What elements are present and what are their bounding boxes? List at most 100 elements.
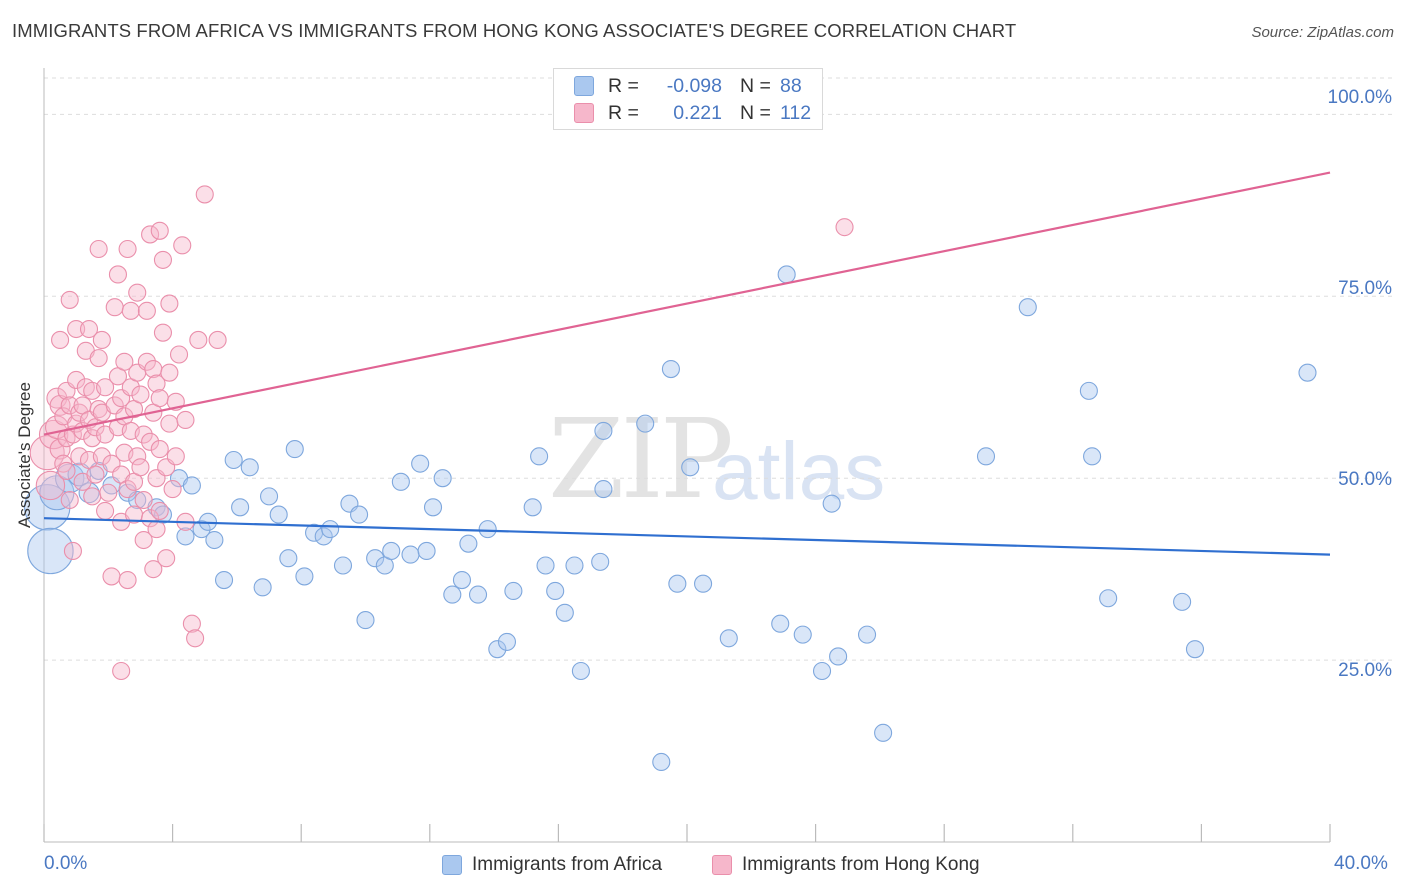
- point-africa: [468, 585, 488, 604]
- point-hongkong: [195, 185, 214, 204]
- point-hongkong: [160, 294, 179, 313]
- point-hongkong: [118, 480, 137, 499]
- point-africa: [565, 556, 584, 575]
- legend-n-label: N =: [740, 74, 771, 97]
- watermark-atlas: atlas: [712, 426, 886, 517]
- point-hongkong: [105, 298, 124, 317]
- point-africa: [350, 505, 369, 524]
- point-hongkong: [67, 319, 86, 339]
- point-hongkong: [89, 349, 108, 368]
- point-hongkong: [144, 560, 163, 579]
- point-hongkong: [150, 221, 169, 240]
- point-hongkong: [131, 458, 150, 477]
- y-axis-label: Associate's Degree: [15, 382, 34, 528]
- point-hongkong: [186, 629, 205, 648]
- legend-r-value-africa: -0.098: [666, 74, 722, 97]
- point-africa: [1083, 447, 1102, 466]
- point-africa: [240, 458, 259, 477]
- point-africa: [694, 574, 713, 593]
- point-africa: [253, 578, 272, 597]
- point-africa: [504, 581, 523, 601]
- point-africa: [777, 265, 796, 284]
- point-hongkong: [137, 301, 156, 320]
- point-africa: [1173, 592, 1192, 611]
- point-hongkong: [137, 352, 156, 371]
- point-africa: [652, 752, 671, 772]
- point-africa: [571, 661, 590, 681]
- point-africa: [594, 480, 613, 499]
- point-africa: [536, 556, 555, 575]
- bottom-legend-africa[interactable]: Immigrants from Africa: [442, 852, 662, 878]
- point-africa: [594, 421, 613, 440]
- point-hongkong: [102, 567, 121, 586]
- point-africa: [333, 556, 353, 575]
- point-africa: [822, 494, 841, 513]
- point-africa: [382, 541, 401, 561]
- point-hongkong: [150, 389, 169, 408]
- point-africa: [1185, 640, 1205, 659]
- point-hongkong: [49, 438, 71, 460]
- point-hongkong: [86, 465, 105, 484]
- point-africa: [295, 567, 314, 586]
- point-hongkong: [189, 330, 208, 349]
- point-africa: [27, 527, 74, 575]
- legend-r-label: R =: [608, 101, 639, 124]
- point-hongkong: [208, 330, 227, 349]
- point-africa: [459, 534, 478, 553]
- point-africa: [401, 545, 420, 564]
- bottom-legend-swatch-africa: [442, 855, 462, 875]
- point-hongkong: [60, 490, 79, 510]
- y-tick-label-75: 75.0%: [1338, 278, 1392, 299]
- point-africa: [771, 614, 790, 633]
- correlation-legend: R = -0.098 N = 88 R = 0.221 N = 112: [553, 68, 823, 130]
- point-hongkong: [157, 549, 176, 568]
- point-hongkong: [128, 447, 147, 466]
- point-africa: [417, 541, 436, 561]
- bottom-legend-hongkong[interactable]: Immigrants from Hong Kong: [712, 852, 980, 878]
- point-africa: [231, 498, 250, 517]
- point-hongkong: [108, 265, 127, 284]
- point-africa: [279, 549, 298, 568]
- point-africa: [1298, 363, 1317, 382]
- point-africa: [452, 571, 472, 590]
- point-hongkong: [166, 447, 185, 466]
- point-hongkong: [92, 330, 111, 349]
- point-hongkong: [63, 541, 82, 561]
- point-africa: [192, 520, 211, 539]
- point-africa: [636, 414, 655, 433]
- point-africa: [857, 625, 877, 644]
- point-hongkong: [96, 378, 115, 397]
- point-hongkong: [79, 319, 99, 339]
- source-credit: Source: ZipAtlas.com: [1251, 24, 1394, 41]
- point-hongkong: [35, 470, 66, 501]
- point-hongkong: [118, 571, 137, 590]
- point-africa: [793, 625, 812, 644]
- point-africa: [497, 632, 517, 651]
- legend-row-hongkong: R = 0.221 N = 112: [574, 100, 811, 126]
- point-hongkong: [118, 239, 137, 259]
- point-africa: [205, 530, 224, 550]
- point-hongkong: [51, 330, 70, 349]
- point-africa: [812, 661, 832, 681]
- point-africa: [423, 498, 443, 517]
- point-hongkong: [163, 480, 182, 499]
- point-hongkong: [49, 394, 71, 416]
- point-hongkong: [147, 374, 166, 393]
- point-africa: [356, 611, 375, 630]
- point-africa: [591, 552, 610, 571]
- point-africa: [285, 440, 304, 459]
- point-africa: [719, 629, 738, 648]
- bottom-legend-label-hongkong: Immigrants from Hong Kong: [742, 854, 980, 875]
- x-tick-label-min: 0.0%: [44, 853, 88, 874]
- point-hongkong: [57, 461, 76, 480]
- point-africa: [321, 520, 340, 539]
- point-africa: [1018, 298, 1037, 317]
- point-africa: [976, 447, 996, 466]
- legend-r-label: R =: [608, 74, 639, 97]
- point-hongkong: [141, 225, 160, 244]
- legend-n-value-hongkong: 112: [780, 101, 812, 124]
- point-hongkong: [134, 425, 153, 444]
- point-hongkong: [96, 501, 115, 520]
- point-hongkong: [38, 419, 69, 450]
